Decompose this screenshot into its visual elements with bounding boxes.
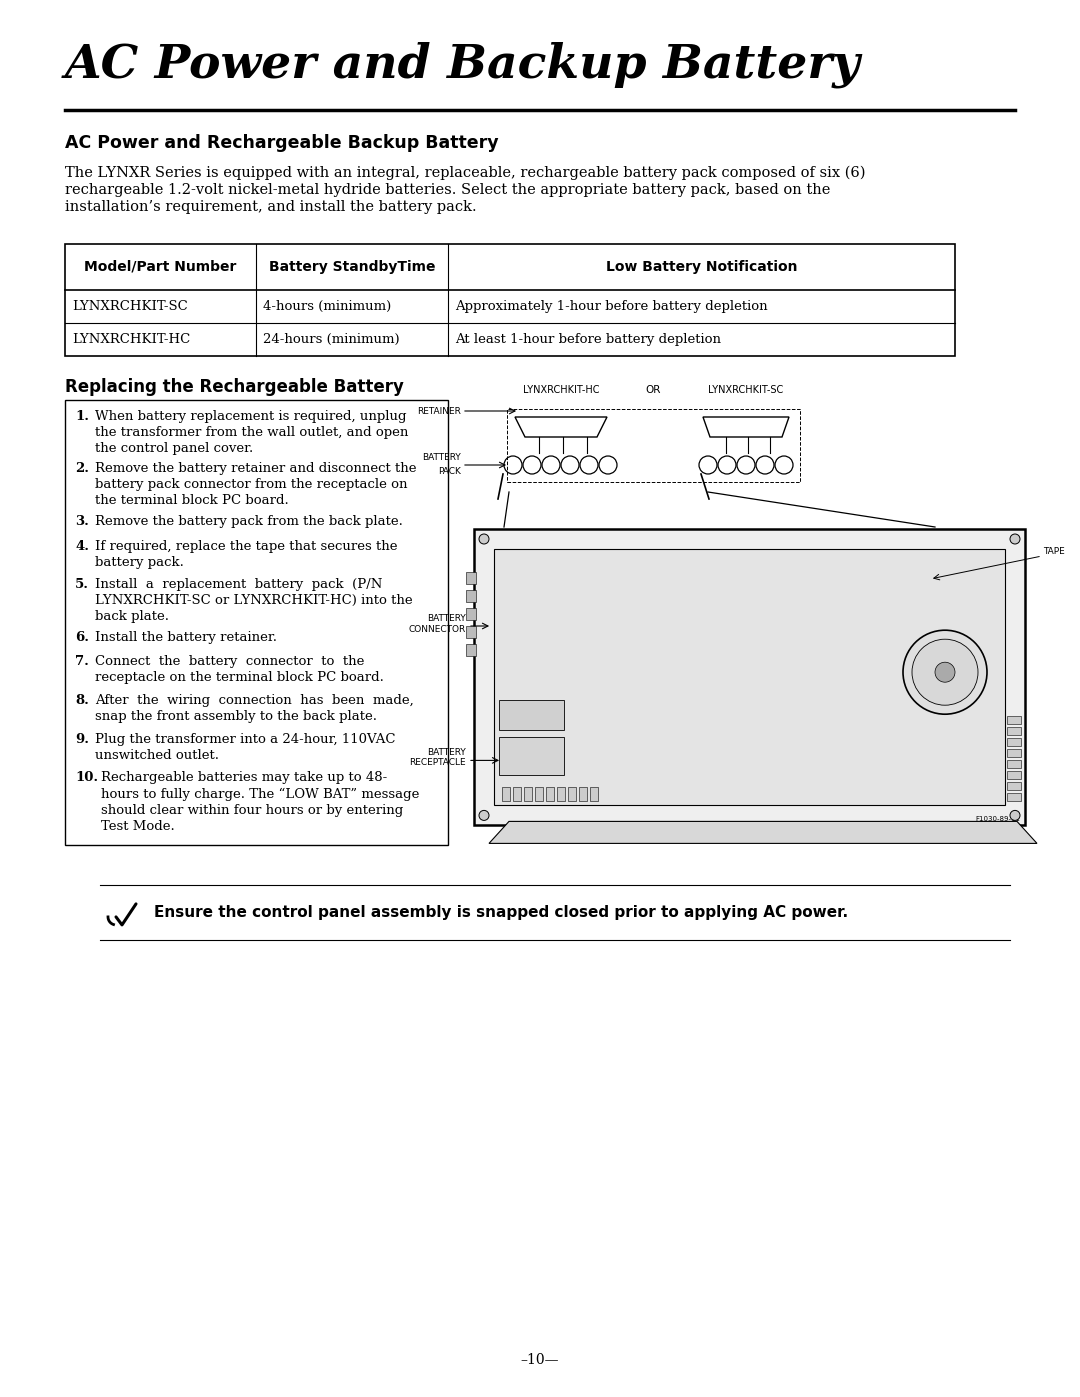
Text: 2.: 2. — [75, 462, 89, 475]
Bar — [502, 788, 510, 802]
Text: rechargeable 1.2-volt nickel-metal hydride batteries. Select the appropriate bat: rechargeable 1.2-volt nickel-metal hydri… — [65, 183, 831, 197]
Text: 9.: 9. — [75, 732, 89, 746]
Text: PACK: PACK — [438, 467, 461, 476]
Text: The LYNXR Series is equipped with an integral, replaceable, rechargeable battery: The LYNXR Series is equipped with an int… — [65, 166, 865, 180]
Bar — [465, 644, 476, 657]
Bar — [546, 788, 554, 802]
Text: Connect  the  battery  connector  to  the
receptacle on the terminal block PC bo: Connect the battery connector to the rec… — [95, 655, 383, 685]
Bar — [465, 571, 476, 584]
Bar — [590, 788, 598, 802]
Text: F1030-89-11: F1030-89-11 — [975, 816, 1020, 823]
Bar — [1007, 771, 1021, 780]
Text: 4-hours (minimum): 4-hours (minimum) — [264, 300, 392, 313]
Bar — [1007, 728, 1021, 735]
Text: Replacing the Rechargeable Battery: Replacing the Rechargeable Battery — [65, 379, 404, 395]
Text: After  the  wiring  connection  has  been  made,
snap the front assembly to the : After the wiring connection has been mad… — [95, 694, 414, 724]
Bar — [1007, 782, 1021, 791]
Bar — [1007, 739, 1021, 746]
Text: BATTERY
CONNECTOR: BATTERY CONNECTOR — [408, 615, 465, 634]
Bar — [65, 244, 955, 356]
Text: LYNXRCHKIT-HC: LYNXRCHKIT-HC — [523, 386, 599, 395]
Text: 4.: 4. — [75, 539, 89, 553]
Bar — [1007, 793, 1021, 802]
Text: When battery replacement is required, unplug
the transformer from the wall outle: When battery replacement is required, un… — [95, 409, 408, 455]
Bar — [465, 590, 476, 602]
Text: AC Power and Backup Battery: AC Power and Backup Battery — [65, 42, 861, 88]
Text: At least 1-hour before battery depletion: At least 1-hour before battery depletion — [455, 332, 720, 346]
Text: BATTERY: BATTERY — [422, 453, 461, 462]
Text: Approximately 1-hour before battery depletion: Approximately 1-hour before battery depl… — [455, 300, 767, 313]
Polygon shape — [489, 821, 1037, 844]
Circle shape — [1010, 534, 1020, 543]
Bar — [494, 549, 1005, 806]
Text: TAPE: TAPE — [1043, 546, 1065, 556]
Circle shape — [912, 640, 978, 705]
Text: 10.: 10. — [75, 771, 98, 784]
Text: RETAINER: RETAINER — [417, 407, 461, 415]
Bar — [507, 409, 800, 482]
Bar — [65, 400, 448, 845]
Circle shape — [480, 810, 489, 820]
Bar — [513, 788, 521, 802]
Bar — [557, 788, 565, 802]
Bar — [465, 608, 476, 620]
Text: Install  a  replacement  battery  pack  (P/N
LYNXRCHKIT-SC or LYNXRCHKIT-HC) int: Install a replacement battery pack (P/N … — [95, 578, 413, 623]
Text: LYNXRCHKIT-SC: LYNXRCHKIT-SC — [708, 386, 784, 395]
Text: 3.: 3. — [75, 515, 89, 528]
Bar — [465, 626, 476, 638]
Text: 1.: 1. — [75, 409, 89, 423]
Text: Remove the battery pack from the back plate.: Remove the battery pack from the back pl… — [95, 515, 403, 528]
Text: 7.: 7. — [75, 655, 89, 668]
Bar — [535, 788, 543, 802]
Text: Plug the transformer into a 24-hour, 110VAC
unswitched outlet.: Plug the transformer into a 24-hour, 110… — [95, 732, 395, 761]
Text: 5.: 5. — [75, 578, 89, 591]
Text: 24-hours (minimum): 24-hours (minimum) — [264, 332, 400, 346]
Bar — [474, 529, 1025, 826]
Text: Remove the battery retainer and disconnect the
battery pack connector from the r: Remove the battery retainer and disconne… — [95, 462, 417, 507]
Text: 6.: 6. — [75, 630, 89, 644]
Text: Ensure the control panel assembly is snapped closed prior to applying AC power.: Ensure the control panel assembly is sna… — [154, 905, 848, 921]
Text: installation’s requirement, and install the battery pack.: installation’s requirement, and install … — [65, 200, 476, 214]
Text: LYNXRCHKIT-HC: LYNXRCHKIT-HC — [72, 332, 190, 346]
Text: 8.: 8. — [75, 694, 89, 707]
Text: LYNXRCHKIT-SC: LYNXRCHKIT-SC — [72, 300, 188, 313]
Text: Low Battery Notification: Low Battery Notification — [606, 260, 797, 274]
Bar — [1007, 749, 1021, 757]
Text: OR: OR — [646, 386, 661, 395]
Text: Battery StandbyTime: Battery StandbyTime — [269, 260, 435, 274]
Bar — [499, 700, 564, 731]
Circle shape — [480, 534, 489, 543]
Text: BATTERY
RECEPTACLE: BATTERY RECEPTACLE — [409, 747, 465, 767]
Bar — [579, 788, 588, 802]
Bar — [499, 738, 564, 775]
Text: AC Power and Rechargeable Backup Battery: AC Power and Rechargeable Backup Battery — [65, 134, 499, 152]
Circle shape — [935, 662, 955, 682]
Bar — [1007, 717, 1021, 725]
Text: –10—: –10— — [521, 1354, 559, 1368]
Bar — [524, 788, 532, 802]
Text: Model/Part Number: Model/Part Number — [84, 260, 237, 274]
Circle shape — [903, 630, 987, 714]
Bar — [1007, 760, 1021, 768]
Text: If required, replace the tape that secures the
battery pack.: If required, replace the tape that secur… — [95, 539, 397, 569]
Circle shape — [1010, 810, 1020, 820]
Text: Rechargeable batteries may take up to 48-
hours to fully charge. The “LOW BAT” m: Rechargeable batteries may take up to 48… — [102, 771, 419, 833]
Bar — [568, 788, 576, 802]
Text: Install the battery retainer.: Install the battery retainer. — [95, 630, 276, 644]
